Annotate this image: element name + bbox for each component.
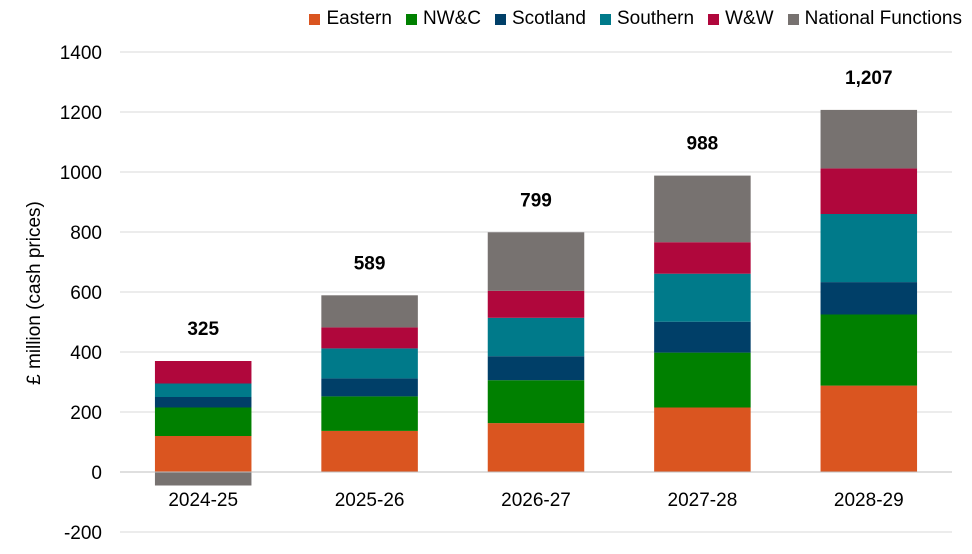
bars xyxy=(154,109,918,486)
y-tick-label: 0 xyxy=(91,463,102,484)
bar-segment xyxy=(487,290,585,318)
x-tick-label: 2025-26 xyxy=(335,490,405,511)
legend-label-scotland: Scotland xyxy=(512,8,586,29)
y-axis-label: £ million (cash prices) xyxy=(24,201,45,385)
legend-item-national-functions: National Functions xyxy=(787,8,962,30)
y-tick-label: 400 xyxy=(70,343,102,364)
y-tick-label: 1000 xyxy=(60,163,102,184)
y-tick-labels: -200 0 200 400 600 800 1000 1200 1400 xyxy=(60,43,102,544)
legend-item-nwc: NW&C xyxy=(405,8,481,30)
x-tick-label: 2024-25 xyxy=(168,490,238,511)
bar-segment xyxy=(654,273,751,322)
bar-segment xyxy=(654,242,751,274)
total-data-label: 1,207 xyxy=(845,68,893,89)
bar-segment xyxy=(654,352,751,408)
y-tick-label: 800 xyxy=(70,223,102,244)
bar-segment xyxy=(154,397,252,408)
x-tick-labels: 2024-25 2025-26 2026-27 2027-28 2028-29 xyxy=(168,490,903,511)
bar-segment xyxy=(321,348,418,379)
bar-segment xyxy=(820,282,918,315)
x-tick-label: 2027-28 xyxy=(668,490,738,511)
legend-swatch-nwc xyxy=(405,13,417,25)
legend-label-national-functions: National Functions xyxy=(804,8,962,29)
bar-segment xyxy=(154,472,252,486)
bar-segment xyxy=(820,385,918,472)
legend-label-ww: W&W xyxy=(725,8,774,29)
legend-swatch-southern xyxy=(599,13,611,25)
y-tick-label: 200 xyxy=(70,403,102,424)
total-labels: 325 589 799 988 1,207 xyxy=(187,68,892,340)
legend: Eastern NW&C Scotland Southern W&W Natio… xyxy=(309,8,962,30)
bar-segment xyxy=(487,423,585,472)
legend-label-eastern: Eastern xyxy=(326,8,392,29)
bar-segment xyxy=(154,436,252,472)
bar-segment xyxy=(154,383,252,397)
bar-segment xyxy=(487,380,585,424)
legend-item-ww: W&W xyxy=(708,8,774,30)
bar-segment xyxy=(654,407,751,472)
bar-segment xyxy=(154,361,252,384)
y-tick-label: 1400 xyxy=(60,43,102,64)
y-tick-label: 1200 xyxy=(60,103,102,124)
total-data-label: 589 xyxy=(354,253,386,274)
bar-segment xyxy=(487,356,585,381)
bar-segment xyxy=(654,175,751,243)
bar-segment xyxy=(321,430,418,472)
y-tick-label: -200 xyxy=(64,523,102,544)
bar-segment xyxy=(820,314,918,386)
legend-label-nwc: NW&C xyxy=(422,8,481,29)
bar-segment xyxy=(487,232,585,291)
legend-swatch-national-functions xyxy=(787,13,799,25)
total-data-label: 988 xyxy=(687,134,719,155)
y-tick-label: 600 xyxy=(70,283,102,304)
total-data-label: 799 xyxy=(520,190,552,211)
bar-segment xyxy=(321,295,418,328)
bar-segment xyxy=(321,396,418,431)
legend-item-eastern: Eastern xyxy=(309,8,392,30)
bar-segment xyxy=(321,378,418,397)
x-tick-label: 2028-29 xyxy=(834,490,904,511)
bar-segment xyxy=(154,407,252,436)
legend-swatch-eastern xyxy=(309,13,321,25)
total-data-label: 325 xyxy=(187,319,219,340)
bar-segment xyxy=(321,327,418,349)
bar-segment xyxy=(820,214,918,283)
bar-segment xyxy=(820,109,918,169)
bar-segment xyxy=(820,168,918,214)
legend-label-southern: Southern xyxy=(616,8,695,29)
legend-item-scotland: Scotland xyxy=(495,8,586,30)
legend-swatch-ww xyxy=(708,13,720,25)
legend-item-southern: Southern xyxy=(599,8,695,30)
bar-segment xyxy=(487,317,585,357)
x-tick-label: 2026-27 xyxy=(501,490,571,511)
legend-swatch-scotland xyxy=(495,13,506,25)
bar-segment xyxy=(654,321,751,353)
